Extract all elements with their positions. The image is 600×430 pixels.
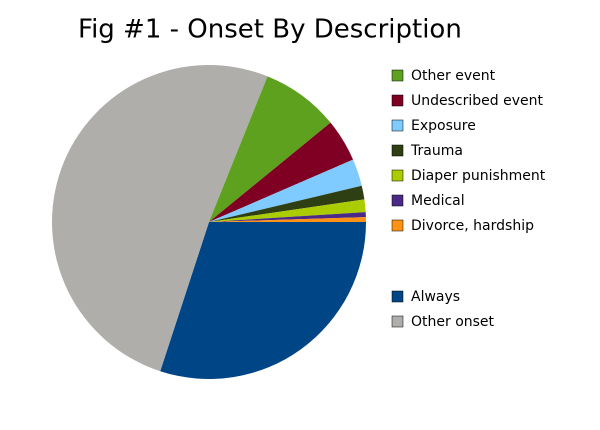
pie-slice — [209, 217, 366, 222]
legend-label: Diaper punishment — [411, 168, 546, 184]
chart-title: Fig #1 - Onset By Description — [78, 15, 462, 45]
legend-label: Other event — [411, 68, 496, 84]
legend-label: Exposure — [411, 118, 476, 134]
legend-swatch — [391, 219, 404, 232]
pie-slice — [209, 76, 331, 222]
legend-swatch — [391, 69, 404, 82]
pie-slice — [209, 159, 362, 222]
pie-slice — [209, 199, 366, 222]
legend-swatch — [391, 194, 404, 207]
legend-label: Other onset — [411, 314, 495, 330]
legend-swatch — [391, 315, 404, 328]
pie-slice — [209, 122, 354, 222]
legend-label: Always — [411, 289, 460, 305]
legend-swatch — [391, 290, 404, 303]
legend-label: Undescribed event — [411, 93, 543, 109]
pie-slice — [209, 185, 365, 222]
legend-swatch — [391, 119, 404, 132]
legend-swatch — [391, 144, 404, 157]
legend-label: Medical — [411, 193, 465, 209]
legend-swatch — [391, 169, 404, 182]
pie-slice — [209, 212, 366, 222]
pie-slice — [51, 65, 268, 372]
legend-label: Divorce, hardship — [411, 218, 534, 234]
legend-label: Trauma — [410, 143, 463, 159]
legend-swatch — [391, 94, 404, 107]
pie-slice — [160, 222, 366, 380]
